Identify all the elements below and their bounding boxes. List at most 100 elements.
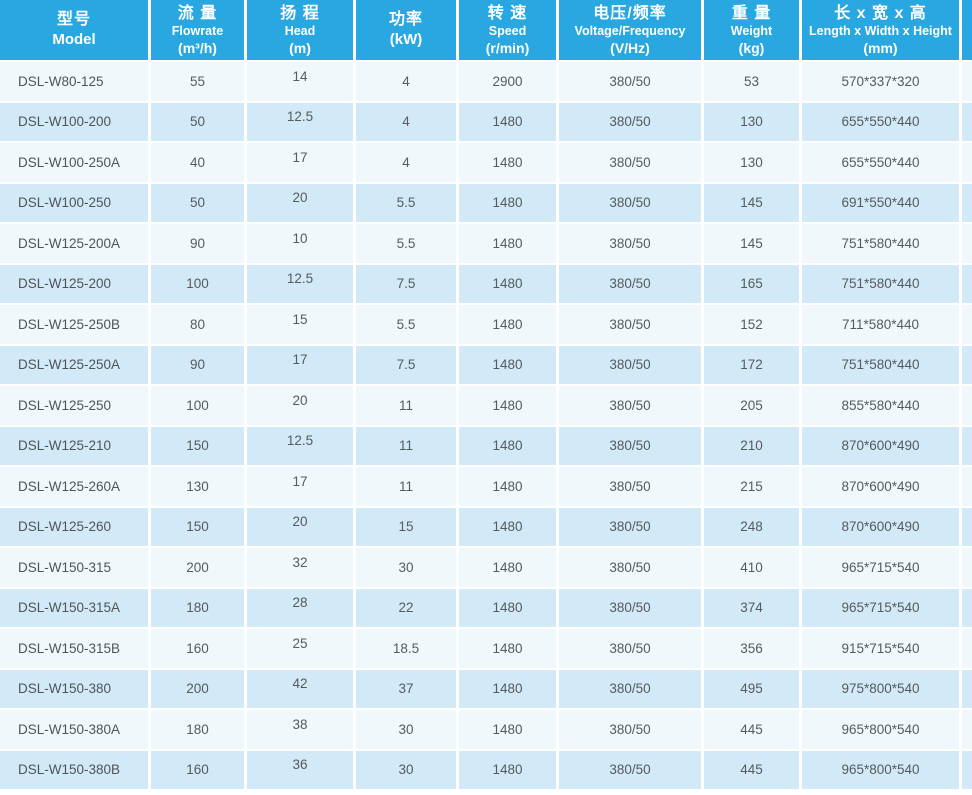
- power-cell: 11: [356, 386, 459, 427]
- row-edge-sliver: [962, 62, 972, 103]
- weight-cell: 145: [704, 224, 802, 265]
- dimensions-cell: 691*550*440: [802, 183, 962, 224]
- weight-cell: 165: [704, 264, 802, 305]
- power-cell: 7.5: [356, 264, 459, 305]
- header-label-en: Weight: [730, 23, 773, 38]
- voltage-cell: 380/50: [559, 588, 704, 629]
- head-cell: 36: [247, 750, 356, 791]
- model-cell: DSL-W150-380B: [0, 750, 151, 791]
- column-header-model: 型号 Model: [0, 0, 151, 62]
- dimensions-cell: 965*800*540: [802, 750, 962, 791]
- flowrate-cell: 100: [151, 386, 247, 427]
- header-label-en: Model: [52, 31, 96, 48]
- model-cell: DSL-W150-315: [0, 548, 151, 589]
- flowrate-cell: 50: [151, 183, 247, 224]
- model-cell: DSL-W125-250A: [0, 345, 151, 386]
- flowrate-cell: 90: [151, 224, 247, 265]
- speed-cell: 1480: [459, 345, 559, 386]
- table-row: DSL-W125-250B 80 15 5.5 1480 380/50 152 …: [0, 305, 972, 346]
- power-cell: 4: [356, 62, 459, 103]
- model-cell: DSL-W125-250: [0, 386, 151, 427]
- flowrate-cell: 150: [151, 507, 247, 548]
- header-label-unit: (m): [289, 39, 311, 56]
- dimensions-cell: 855*580*440: [802, 386, 962, 427]
- model-cell: DSL-W100-250A: [0, 143, 151, 184]
- head-cell: 25: [247, 629, 356, 670]
- voltage-cell: 380/50: [559, 710, 704, 751]
- dimensions-cell: 870*600*490: [802, 467, 962, 508]
- weight-cell: 248: [704, 507, 802, 548]
- speed-cell: 1480: [459, 143, 559, 184]
- dimensions-cell: 975*800*540: [802, 669, 962, 710]
- head-cell: 12.5: [247, 426, 356, 467]
- table-row: DSL-W125-260A 130 17 11 1480 380/50 215 …: [0, 467, 972, 508]
- column-header-power: 功率 (kW): [356, 0, 459, 62]
- header-label-zh: 转 速: [487, 4, 528, 22]
- dimensions-cell: 870*600*490: [802, 426, 962, 467]
- speed-cell: 1480: [459, 629, 559, 670]
- voltage-cell: 380/50: [559, 305, 704, 346]
- weight-cell: 130: [704, 143, 802, 184]
- flowrate-cell: 150: [151, 426, 247, 467]
- head-cell: 17: [247, 345, 356, 386]
- header-label-zh: 流 量: [177, 4, 218, 22]
- power-cell: 7.5: [356, 345, 459, 386]
- voltage-cell: 380/50: [559, 102, 704, 143]
- power-cell: 11: [356, 467, 459, 508]
- row-edge-sliver: [962, 305, 972, 346]
- voltage-cell: 380/50: [559, 426, 704, 467]
- header-row: 型号 Model 流 量 Flowrate (m³/h) 扬 程 Head (m…: [0, 0, 972, 62]
- power-cell: 37: [356, 669, 459, 710]
- table-row: DSL-W150-380A 180 38 30 1480 380/50 445 …: [0, 710, 972, 751]
- flowrate-cell: 40: [151, 143, 247, 184]
- weight-cell: 374: [704, 588, 802, 629]
- model-cell: DSL-W125-260: [0, 507, 151, 548]
- row-edge-sliver: [962, 345, 972, 386]
- head-cell: 28: [247, 588, 356, 629]
- head-cell: 17: [247, 143, 356, 184]
- speed-cell: 1480: [459, 750, 559, 791]
- speed-cell: 1480: [459, 669, 559, 710]
- weight-cell: 53: [704, 62, 802, 103]
- header-label-zh: 扬 程: [280, 4, 320, 22]
- table-row: DSL-W150-315A 180 28 22 1480 380/50 374 …: [0, 588, 972, 629]
- speed-cell: 1480: [459, 507, 559, 548]
- speed-cell: 1480: [459, 548, 559, 589]
- head-cell: 42: [247, 669, 356, 710]
- weight-cell: 130: [704, 102, 802, 143]
- header-label-zh: 长 x 宽 x 高: [834, 4, 927, 22]
- row-edge-sliver: [962, 224, 972, 265]
- column-header-flowrate: 流 量 Flowrate (m³/h): [151, 0, 247, 62]
- speed-cell: 1480: [459, 264, 559, 305]
- speed-cell: 1480: [459, 467, 559, 508]
- row-edge-sliver: [962, 143, 972, 184]
- dimensions-cell: 711*580*440: [802, 305, 962, 346]
- header-label-unit: (V/Hz): [610, 39, 650, 56]
- row-edge-sliver: [962, 102, 972, 143]
- row-edge-sliver: [962, 264, 972, 305]
- table-row: DSL-W100-250 50 20 5.5 1480 380/50 145 6…: [0, 183, 972, 224]
- dimensions-cell: 965*800*540: [802, 710, 962, 751]
- dimensions-cell: 655*550*440: [802, 143, 962, 184]
- row-edge-sliver: [962, 669, 972, 710]
- weight-cell: 445: [704, 710, 802, 751]
- speed-cell: 1480: [459, 305, 559, 346]
- flowrate-cell: 200: [151, 669, 247, 710]
- row-edge-sliver: [962, 588, 972, 629]
- flowrate-cell: 80: [151, 305, 247, 346]
- model-cell: DSL-W100-200: [0, 102, 151, 143]
- dimensions-cell: 751*580*440: [802, 264, 962, 305]
- power-cell: 11: [356, 426, 459, 467]
- table-row: DSL-W125-200 100 12.5 7.5 1480 380/50 16…: [0, 264, 972, 305]
- row-edge-sliver: [962, 426, 972, 467]
- header-label-en: Speed: [488, 23, 527, 38]
- weight-cell: 445: [704, 750, 802, 791]
- head-cell: 14: [247, 62, 356, 103]
- voltage-cell: 380/50: [559, 143, 704, 184]
- header-label-unit: (mm): [863, 39, 898, 56]
- row-edge-sliver: [962, 750, 972, 791]
- voltage-cell: 380/50: [559, 62, 704, 103]
- column-header-voltage-frequency: 电压/频率 Voltage/Frequency (V/Hz): [559, 0, 704, 62]
- weight-cell: 495: [704, 669, 802, 710]
- voltage-cell: 380/50: [559, 750, 704, 791]
